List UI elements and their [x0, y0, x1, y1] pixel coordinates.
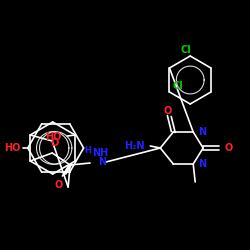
Text: HO: HO: [45, 132, 61, 142]
Text: Cl: Cl: [181, 45, 192, 55]
Text: O: O: [50, 138, 58, 148]
Text: N: N: [98, 157, 106, 167]
Text: N: N: [198, 159, 206, 169]
Text: NH: NH: [92, 148, 108, 158]
Text: O: O: [224, 143, 232, 153]
Text: O: O: [163, 106, 172, 116]
Text: N: N: [198, 127, 206, 137]
Text: H₂N: H₂N: [124, 141, 144, 151]
Text: O: O: [54, 180, 62, 190]
Text: HO: HO: [4, 143, 21, 153]
Text: H: H: [84, 146, 91, 155]
Text: Cl: Cl: [172, 81, 183, 91]
